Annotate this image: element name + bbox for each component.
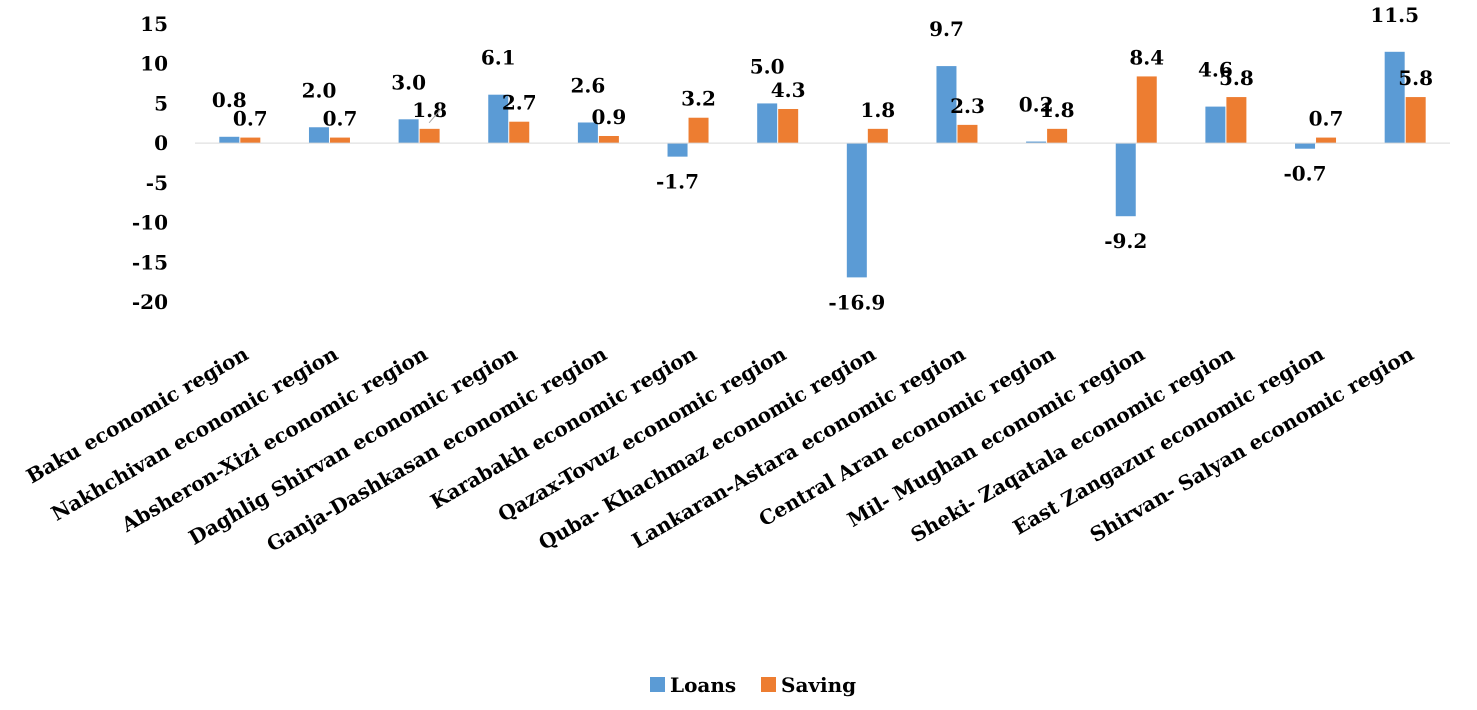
legend-swatch-saving <box>761 677 776 692</box>
data-label-saving: 5.8 <box>1219 66 1254 90</box>
data-label-loans: 6.1 <box>481 46 516 70</box>
y-tick-label: -5 <box>146 171 168 195</box>
bar-saving <box>598 135 619 144</box>
bar-loans <box>398 119 419 144</box>
bar-loans <box>488 94 509 144</box>
bar-loans <box>1026 141 1047 144</box>
data-label-saving: 1.8 <box>1040 98 1075 122</box>
bar-saving <box>688 117 709 144</box>
data-label-saving: 2.7 <box>502 91 537 115</box>
data-label-loans: -1.7 <box>656 170 699 194</box>
data-label-saving: 2.3 <box>950 94 985 118</box>
data-label-saving: 0.7 <box>1309 107 1344 131</box>
legend: Loans Saving <box>650 673 856 697</box>
x-tick-label: Shirvan- Salyan economic region <box>1086 341 1418 547</box>
y-tick-label: -15 <box>132 250 168 274</box>
bar-loans <box>846 143 867 278</box>
data-label-loans: 0.2 <box>1019 93 1054 117</box>
legend-label-loans: Loans <box>670 673 736 697</box>
data-label-loans: 5.0 <box>750 54 785 78</box>
bar-loans <box>667 143 688 157</box>
bar-saving <box>1226 97 1247 144</box>
label-leader-line <box>428 108 442 124</box>
data-label-loans: -0.7 <box>1283 162 1326 186</box>
data-label-saving: 5.8 <box>1398 66 1433 90</box>
bar-saving <box>240 137 261 144</box>
data-label-saving: 3.2 <box>681 87 716 111</box>
data-label-saving: 1.8 <box>860 98 895 122</box>
x-tick-label: Sheki- Zaqatala economic region <box>906 341 1238 547</box>
y-tick-label: 10 <box>140 52 168 76</box>
bar-loans <box>1205 106 1226 144</box>
data-label-saving: 0.7 <box>233 107 268 131</box>
data-label-loans: -16.9 <box>828 290 885 314</box>
bar-saving <box>1405 97 1426 144</box>
y-tick-label: -20 <box>132 290 168 314</box>
y-tick-label: 0 <box>154 131 168 155</box>
y-tick-label: 15 <box>140 12 168 36</box>
x-tick-label: Daghlig Shirvan economic region <box>185 341 522 549</box>
y-tick-label: 5 <box>154 91 168 115</box>
data-labels: 0.80.72.00.73.01.86.12.72.60.9-1.73.25.0… <box>212 3 1433 315</box>
y-axis: 15 10 5 0 -5 -10 -15 -20 <box>132 12 168 314</box>
bar-saving <box>509 121 530 144</box>
bar-saving <box>778 108 799 144</box>
bar-loans <box>308 127 329 144</box>
bar-loans <box>757 103 778 144</box>
data-label-loans: 11.5 <box>1370 3 1419 27</box>
bars <box>219 51 1426 278</box>
bar-saving <box>329 137 350 144</box>
data-label-saving: 8.4 <box>1129 45 1164 69</box>
bar-saving <box>419 128 440 144</box>
data-label-saving: 0.9 <box>591 105 626 129</box>
data-label-loans: 2.6 <box>570 73 605 97</box>
bar-loans <box>1295 143 1316 149</box>
bar-saving <box>957 124 978 144</box>
data-label-loans: -9.2 <box>1104 229 1147 253</box>
bar-loans <box>219 136 240 144</box>
bar-loans <box>1384 51 1405 144</box>
data-label-loans: 2.0 <box>302 78 337 102</box>
bar-saving <box>1316 137 1337 144</box>
data-label-saving: 4.3 <box>771 78 806 102</box>
data-label-loans: 9.7 <box>929 17 964 41</box>
data-label-loans: 3.0 <box>391 70 426 94</box>
bar-loans <box>936 66 957 144</box>
bar-saving <box>1136 76 1157 144</box>
data-label-saving: 0.7 <box>323 107 358 131</box>
bar-saving <box>867 128 888 144</box>
bar-loans <box>577 122 598 144</box>
y-tick-label: -10 <box>132 211 168 235</box>
bar-saving <box>1047 128 1068 144</box>
bar-loans <box>1115 143 1136 217</box>
legend-swatch-loans <box>650 677 665 692</box>
legend-label-saving: Saving <box>781 673 856 697</box>
data-label-saving: 1.8 <box>412 98 447 122</box>
data-label-loans: 4.6 <box>1198 58 1233 82</box>
data-label-loans: 0.8 <box>212 88 247 112</box>
